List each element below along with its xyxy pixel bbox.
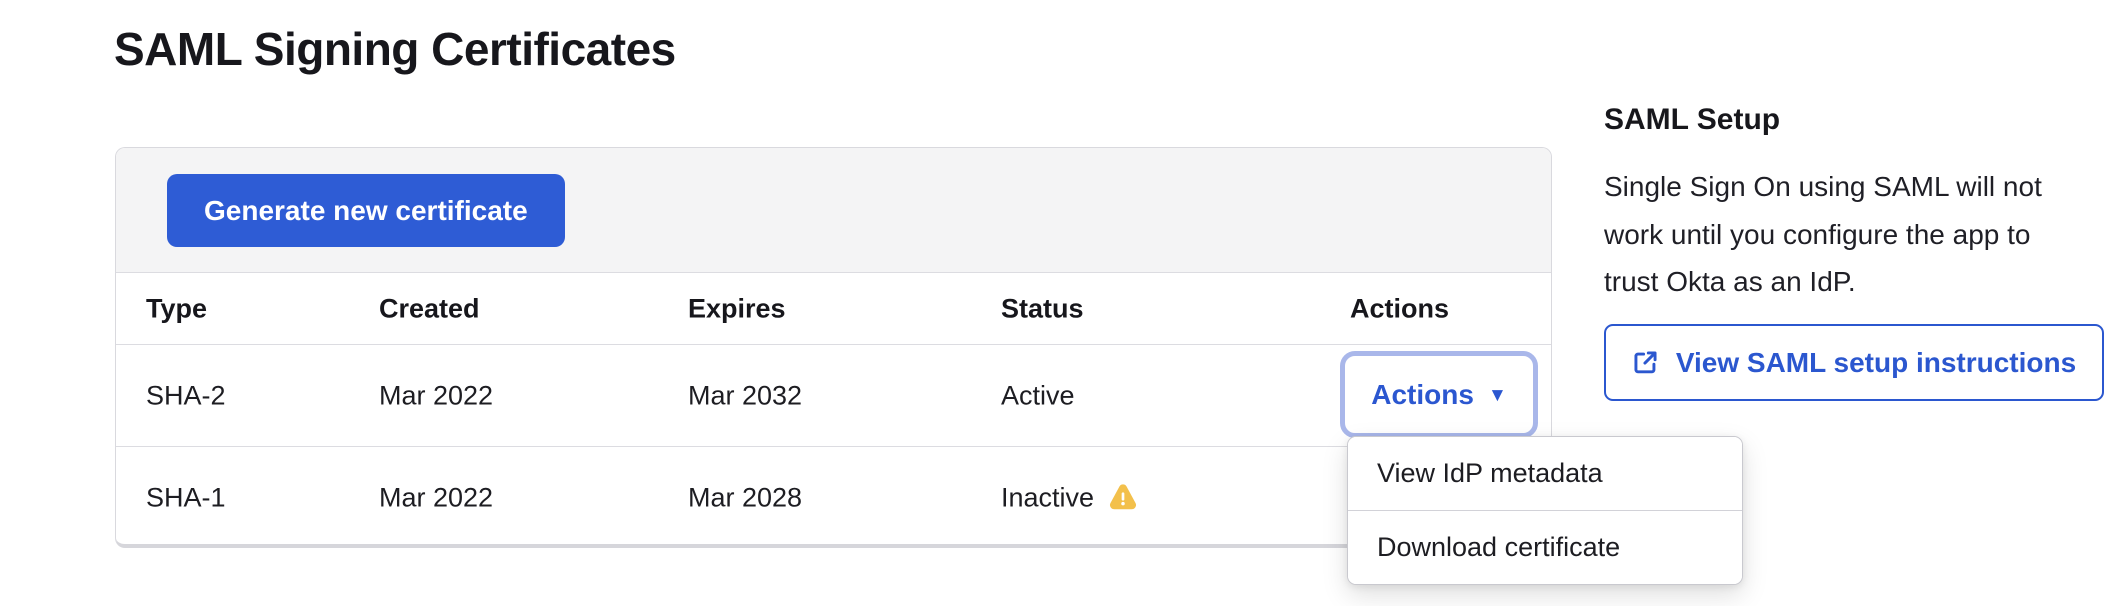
view-saml-setup-instructions-button[interactable]: View SAML setup instructions	[1604, 324, 2104, 401]
table-header-row: Type Created Expires Status Actions	[116, 273, 1551, 345]
cert-status: Inactive	[1001, 482, 1095, 512]
certificates-toolbar: Generate new certificate	[116, 148, 1551, 273]
column-header-actions: Actions	[1350, 293, 1450, 323]
description-line: Single Sign On using SAML will not	[1604, 171, 2042, 202]
certificates-panel: Generate new certificate Type Created Ex…	[115, 147, 1552, 548]
table-row: SHA-2 Mar 2022 Mar 2032 Active	[116, 345, 1551, 447]
cert-created: Mar 2022	[379, 380, 494, 410]
description-line: trust Okta as an IdP.	[1604, 266, 1856, 297]
chevron-down-icon: ▼	[1487, 385, 1507, 406]
external-link-icon	[1634, 351, 1657, 374]
cert-status: Active	[1001, 380, 1075, 410]
setup-button-label: View SAML setup instructions	[1675, 346, 2077, 378]
saml-setup-heading: SAML Setup	[1604, 103, 1781, 136]
column-header-status: Status	[1001, 293, 1084, 323]
warning-icon	[1110, 484, 1137, 510]
actions-dropdown-trigger[interactable]: Actions ▼	[1340, 351, 1538, 438]
actions-trigger-label: Actions	[1371, 378, 1474, 410]
column-header-type: Type	[146, 293, 208, 323]
cert-type: SHA-2	[146, 380, 226, 410]
cert-expires: Mar 2028	[688, 482, 803, 512]
menu-item-view-idp-metadata[interactable]: View IdP metadata	[1348, 437, 1742, 511]
cert-status-with-warning: Inactive	[1001, 482, 1138, 513]
page-title: SAML Signing Certificates	[114, 23, 676, 75]
description-line: work until you configure the app to	[1604, 218, 2031, 250]
cert-type: SHA-1	[146, 482, 226, 512]
column-header-expires: Expires	[688, 293, 786, 323]
actions-dropdown-menu: View IdP metadata Download certificate	[1347, 436, 1743, 585]
saml-setup-description: Single Sign On using SAML will not work …	[1604, 163, 2116, 306]
cert-created: Mar 2022	[379, 482, 494, 512]
menu-item-download-certificate[interactable]: Download certificate	[1348, 511, 1742, 584]
column-header-created: Created	[379, 293, 480, 323]
generate-certificate-button[interactable]: Generate new certificate	[167, 174, 565, 247]
table-row: SHA-1 Mar 2022 Mar 2028 Inactive	[116, 447, 1551, 548]
cert-expires: Mar 2032	[688, 380, 803, 410]
